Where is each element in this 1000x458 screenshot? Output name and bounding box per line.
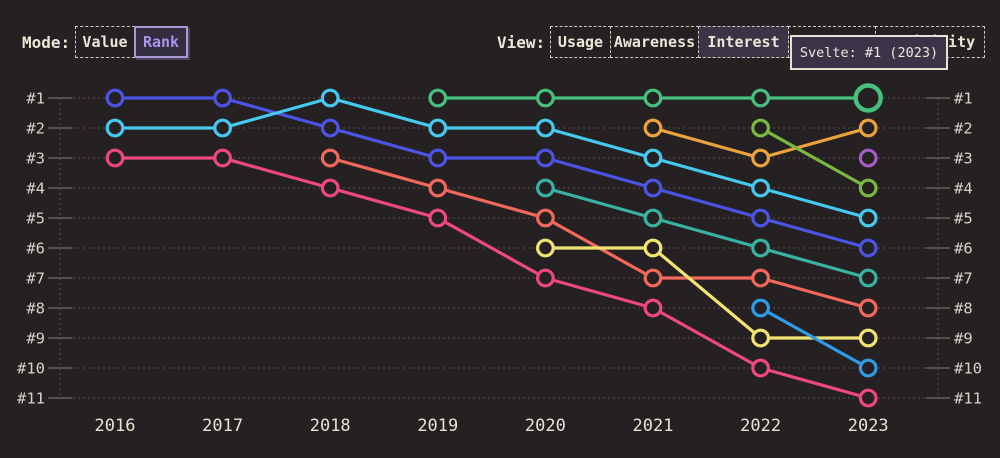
data-point-royal-blue[interactable] bbox=[751, 208, 770, 228]
rank-label-right: #8 bbox=[954, 299, 973, 317]
data-point-pink[interactable] bbox=[213, 148, 233, 168]
series-line-lime bbox=[758, 126, 870, 190]
year-label: 2020 bbox=[525, 416, 566, 436]
rank-label-right: #7 bbox=[954, 269, 973, 287]
data-point-yellow[interactable] bbox=[643, 238, 663, 258]
year-label: 2023 bbox=[848, 416, 889, 436]
data-point-royal-blue[interactable] bbox=[858, 238, 878, 258]
data-point-green-svelte[interactable] bbox=[751, 88, 770, 108]
tooltip: Svelte: #1 (2023) bbox=[790, 35, 948, 70]
rank-label-right: #4 bbox=[954, 179, 973, 197]
view-button-awareness[interactable]: Awareness bbox=[610, 26, 699, 58]
tooltip-text: Svelte: #1 (2023) bbox=[799, 44, 939, 61]
year-label: 2016 bbox=[95, 416, 136, 436]
rank-label-left: #6 bbox=[26, 239, 45, 257]
data-point-yellow[interactable] bbox=[751, 328, 770, 348]
mode-label: Mode: bbox=[22, 32, 71, 52]
data-point-cyan[interactable] bbox=[858, 208, 878, 228]
year-label: 2017 bbox=[202, 416, 243, 436]
series-line-pink bbox=[113, 156, 870, 400]
data-point-cyan[interactable] bbox=[105, 118, 125, 138]
data-point-salmon[interactable] bbox=[858, 298, 878, 318]
data-point-teal[interactable] bbox=[858, 268, 878, 288]
data-point-pink[interactable] bbox=[536, 268, 555, 288]
data-point-amber[interactable] bbox=[858, 118, 878, 138]
data-point-royal-blue[interactable] bbox=[643, 178, 663, 198]
rank-label-left: #4 bbox=[26, 179, 45, 197]
data-point-green-svelte[interactable] bbox=[643, 88, 663, 108]
data-point-royal-blue[interactable] bbox=[428, 148, 448, 168]
rank-label-left: #2 bbox=[26, 119, 45, 137]
rank-label-right: #5 bbox=[954, 209, 973, 227]
data-point-amber[interactable] bbox=[643, 118, 663, 138]
rank-label-right: #1 bbox=[954, 89, 973, 107]
year-label: 2021 bbox=[633, 416, 674, 436]
rank-label-left: #5 bbox=[26, 209, 45, 227]
data-point-cyan[interactable] bbox=[751, 178, 770, 198]
data-point-salmon[interactable] bbox=[320, 148, 340, 168]
data-point-sky-blue[interactable] bbox=[751, 298, 770, 318]
data-point-pink[interactable] bbox=[858, 388, 878, 408]
data-point-royal-blue[interactable] bbox=[213, 88, 233, 108]
series-line-sky-blue bbox=[758, 306, 870, 370]
mode-button-rank[interactable]: Rank bbox=[134, 26, 188, 58]
view-button-usage[interactable]: Usage bbox=[550, 26, 611, 58]
rank-label-left: #8 bbox=[26, 299, 45, 317]
data-point-yellow[interactable] bbox=[858, 328, 878, 348]
year-label: 2019 bbox=[417, 416, 458, 436]
data-point-purple[interactable] bbox=[858, 148, 878, 168]
year-label: 2022 bbox=[740, 416, 781, 436]
data-point-cyan[interactable] bbox=[213, 118, 233, 138]
data-point-highlighted-green-svelte[interactable] bbox=[853, 83, 883, 113]
rank-label-left: #3 bbox=[26, 149, 45, 167]
rank-label-right: #2 bbox=[954, 119, 973, 137]
data-point-lime[interactable] bbox=[858, 178, 878, 198]
series-line-teal bbox=[543, 186, 870, 280]
data-point-pink[interactable] bbox=[751, 358, 770, 378]
data-point-royal-blue[interactable] bbox=[536, 148, 555, 168]
rank-label-left: #9 bbox=[26, 329, 45, 347]
data-point-teal[interactable] bbox=[536, 178, 555, 198]
rank-label-left: #10 bbox=[17, 359, 45, 377]
rank-label-left: #1 bbox=[26, 89, 45, 107]
data-point-royal-blue[interactable] bbox=[105, 88, 125, 108]
rank-label-right: #3 bbox=[954, 149, 973, 167]
data-point-green-svelte[interactable] bbox=[428, 88, 448, 108]
rank-label-right: #9 bbox=[954, 329, 973, 347]
data-point-amber[interactable] bbox=[751, 148, 770, 168]
data-point-royal-blue[interactable] bbox=[320, 118, 340, 138]
data-point-salmon[interactable] bbox=[751, 268, 770, 288]
data-point-yellow[interactable] bbox=[536, 238, 555, 258]
data-point-cyan[interactable] bbox=[320, 88, 340, 108]
data-point-pink[interactable] bbox=[643, 298, 663, 318]
data-point-sky-blue[interactable] bbox=[858, 358, 878, 378]
year-label: 2018 bbox=[310, 416, 351, 436]
data-point-pink[interactable] bbox=[105, 148, 125, 168]
rank-label-right: #10 bbox=[954, 359, 982, 377]
data-point-salmon[interactable] bbox=[643, 268, 663, 288]
data-point-cyan[interactable] bbox=[536, 118, 555, 138]
rank-label-right: #11 bbox=[954, 389, 982, 407]
rank-label-right: #6 bbox=[954, 239, 973, 257]
rank-label-left: #11 bbox=[17, 389, 45, 407]
data-point-teal[interactable] bbox=[751, 238, 770, 258]
series-line-royal-blue bbox=[113, 96, 870, 250]
data-point-cyan[interactable] bbox=[428, 118, 448, 138]
data-point-cyan[interactable] bbox=[643, 148, 663, 168]
data-point-salmon[interactable] bbox=[536, 208, 555, 228]
data-point-lime[interactable] bbox=[751, 118, 770, 138]
data-point-pink[interactable] bbox=[428, 208, 448, 228]
mode-button-value[interactable]: Value bbox=[75, 26, 135, 58]
series-line-salmon bbox=[328, 156, 870, 310]
view-label: View: bbox=[497, 32, 546, 52]
data-point-pink[interactable] bbox=[320, 178, 340, 198]
data-point-salmon[interactable] bbox=[428, 178, 448, 198]
view-button-interest[interactable]: Interest bbox=[698, 26, 789, 58]
data-point-teal[interactable] bbox=[643, 208, 663, 228]
data-point-green-svelte[interactable] bbox=[536, 88, 555, 108]
series-line-cyan bbox=[113, 96, 870, 220]
rank-label-left: #7 bbox=[26, 269, 45, 287]
